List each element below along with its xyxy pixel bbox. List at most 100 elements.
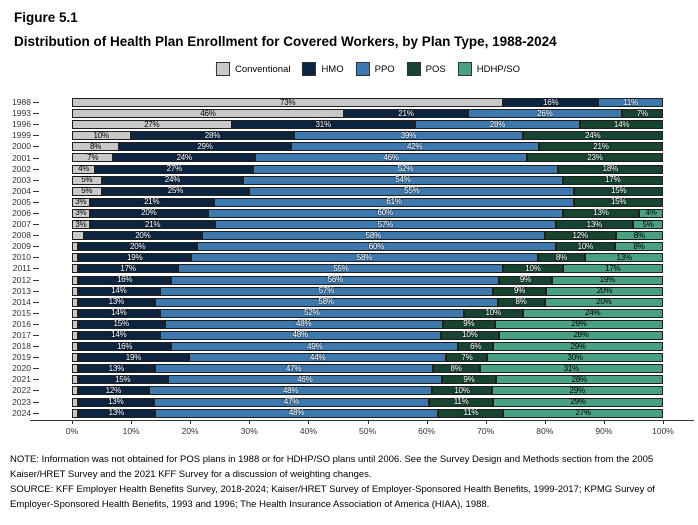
- bar-value-label: 10%: [577, 241, 594, 251]
- y-axis-tick: [33, 279, 39, 281]
- bar-value-label: 48%: [292, 330, 308, 340]
- bar-segment-hmo: 14%: [77, 286, 160, 296]
- bar-stack: 8% 29% 42% 21%: [72, 141, 663, 152]
- bar-value-label: 9%: [463, 319, 475, 329]
- bar-value-label: 31%: [315, 119, 331, 129]
- bar-value-label: 7%: [636, 108, 648, 118]
- chart-row: 2018 16% 49% 6% 29%: [0, 341, 698, 352]
- x-axis-tick: [190, 420, 192, 424]
- y-axis-tick: [33, 168, 39, 170]
- bar-segment-pos: 10%: [464, 308, 523, 318]
- y-axis-tick: [33, 135, 39, 137]
- bar-segment-ppo: 46%: [167, 375, 443, 385]
- bar-segment-conventional: 46%: [72, 109, 344, 119]
- x-axis-tick: [131, 420, 133, 424]
- bar-stack: 14% 52% 10% 24%: [72, 308, 663, 318]
- bar-value-label: 48%: [296, 319, 312, 329]
- legend-swatch-icon: [215, 62, 230, 76]
- chart-row: 2013 14% 57% 9% 20%: [0, 286, 698, 297]
- bar-segment-conventional: [72, 397, 78, 407]
- bar-value-label: 46%: [383, 152, 399, 162]
- bar-stack: 16% 49% 6% 29%: [72, 341, 663, 352]
- bar-value-label: 8%: [633, 241, 645, 251]
- bar-segment-pos: 8%: [497, 297, 545, 307]
- bar-stack: 20% 58% 12% 8%: [72, 230, 663, 241]
- bar-segment-conventional: [72, 231, 84, 241]
- bar-segment-hmo: 14%: [77, 330, 160, 340]
- bar-segment-conventional: 3%: [72, 197, 90, 207]
- bar-value-label: 47%: [283, 397, 300, 407]
- bar-segment-pos: 9%: [493, 286, 546, 296]
- y-axis-year-label: 2006: [12, 207, 31, 218]
- y-axis-year-label: 2000: [12, 141, 31, 152]
- bar-segment-ppo: 49%: [171, 342, 459, 352]
- bar-value-label: 20%: [596, 286, 613, 296]
- bar-segment-ppo: 60%: [197, 241, 556, 252]
- bar-value-label: 21%: [398, 108, 414, 118]
- bar-value-label: 8%: [633, 230, 645, 240]
- bar-segment-pos: 10%: [440, 330, 500, 340]
- bar-segment-hmo: 21%: [89, 197, 214, 207]
- bar-value-label: 27%: [144, 119, 160, 129]
- bar-value-label: 56%: [327, 275, 344, 284]
- chart-row: 2009 20% 60% 10% 8%: [0, 241, 698, 252]
- bar-stack: 3% 21% 57% 13% 5%: [72, 219, 663, 230]
- bar-stack: 13% 47% 8% 31%: [72, 364, 663, 374]
- bar-value-label: 5%: [642, 219, 654, 229]
- x-axis-tick-label: 40%: [299, 426, 317, 436]
- bar-value-label: 17%: [605, 263, 621, 273]
- bar-value-label: 7%: [87, 152, 99, 162]
- bar-value-label: 5%: [81, 186, 93, 196]
- chart-row: 2004 5% 25% 55% 15%: [0, 186, 698, 197]
- bar-segment-ppo: 54%: [243, 175, 563, 185]
- bar-segment-hmo: 24%: [101, 175, 244, 185]
- bar-value-label: 19%: [599, 275, 616, 284]
- bar-segment-conventional: [72, 275, 78, 285]
- bar-segment-pos: 8%: [432, 364, 480, 374]
- legend-item: HDHP/SO: [457, 62, 520, 76]
- bar-segment-ppo: 28%: [414, 120, 581, 130]
- chart-row: 2016 15% 48% 9% 29%: [0, 319, 698, 330]
- bar-stack: 4% 27% 52% 18%: [72, 164, 663, 174]
- stacked-bar-plot: 1988 73% 16% 11% 1993 46% 21% 26% 7% 1996 27% 31% 28…: [0, 97, 698, 419]
- bar-segment-conventional: [72, 386, 78, 396]
- bar-segment-pos: 10%: [503, 263, 563, 274]
- bar-value-label: 29%: [570, 341, 586, 351]
- bar-value-label: 60%: [368, 241, 385, 251]
- bar-segment-ppo: 48%: [159, 330, 441, 340]
- x-axis-tick: [485, 420, 487, 424]
- chart-row: 2002 4% 27% 52% 18%: [0, 164, 698, 175]
- bar-value-label: 21%: [144, 219, 161, 229]
- bar-value-label: 9%: [519, 275, 532, 284]
- bar-segment-pos: 10%: [432, 386, 492, 396]
- bar-value-label: 9%: [463, 374, 475, 384]
- bar-value-label: 20%: [141, 208, 157, 218]
- bar-segment-conventional: [72, 308, 78, 318]
- bar-segment-pos: 9%: [499, 275, 552, 285]
- y-axis-tick: [33, 224, 39, 226]
- figure-number: Figure 5.1: [14, 10, 78, 25]
- chart-row: 2014 13% 58% 8% 20%: [0, 297, 698, 308]
- y-axis-year-label: 2005: [12, 196, 31, 207]
- bar-value-label: 39%: [400, 130, 417, 140]
- bar-segment-hmo: 13%: [77, 397, 154, 407]
- bar-value-label: 10%: [525, 263, 541, 273]
- bar-segment-ppo: 52%: [253, 164, 558, 174]
- y-axis-tick: [33, 412, 39, 414]
- bar-stack: 19% 44% 7% 30%: [72, 353, 663, 363]
- bar-segment-hmo: 24%: [113, 153, 256, 163]
- bar-stack: 15% 46% 9% 28%: [72, 374, 663, 385]
- bar-stack: 46% 21% 26% 7%: [72, 108, 663, 119]
- bar-stack: 17% 55% 10% 17%: [72, 263, 663, 274]
- bar-value-label: 42%: [407, 141, 423, 151]
- bar-segment-ppo: 48%: [148, 386, 433, 396]
- bar-value-label: 24%: [164, 175, 181, 185]
- bar-value-label: 8%: [555, 252, 568, 262]
- chart-row: 1993 46% 21% 26% 7%: [0, 108, 698, 119]
- bar-segment-pos: 15%: [574, 197, 663, 207]
- chart-row: 1999 10% 28% 39% 24%: [0, 130, 698, 141]
- bar-value-label: 5%: [81, 175, 93, 185]
- bar-value-label: 14%: [111, 286, 127, 296]
- bar-segment-hdhp-so: 29%: [493, 397, 663, 407]
- bar-segment-pos: 13%: [555, 220, 634, 230]
